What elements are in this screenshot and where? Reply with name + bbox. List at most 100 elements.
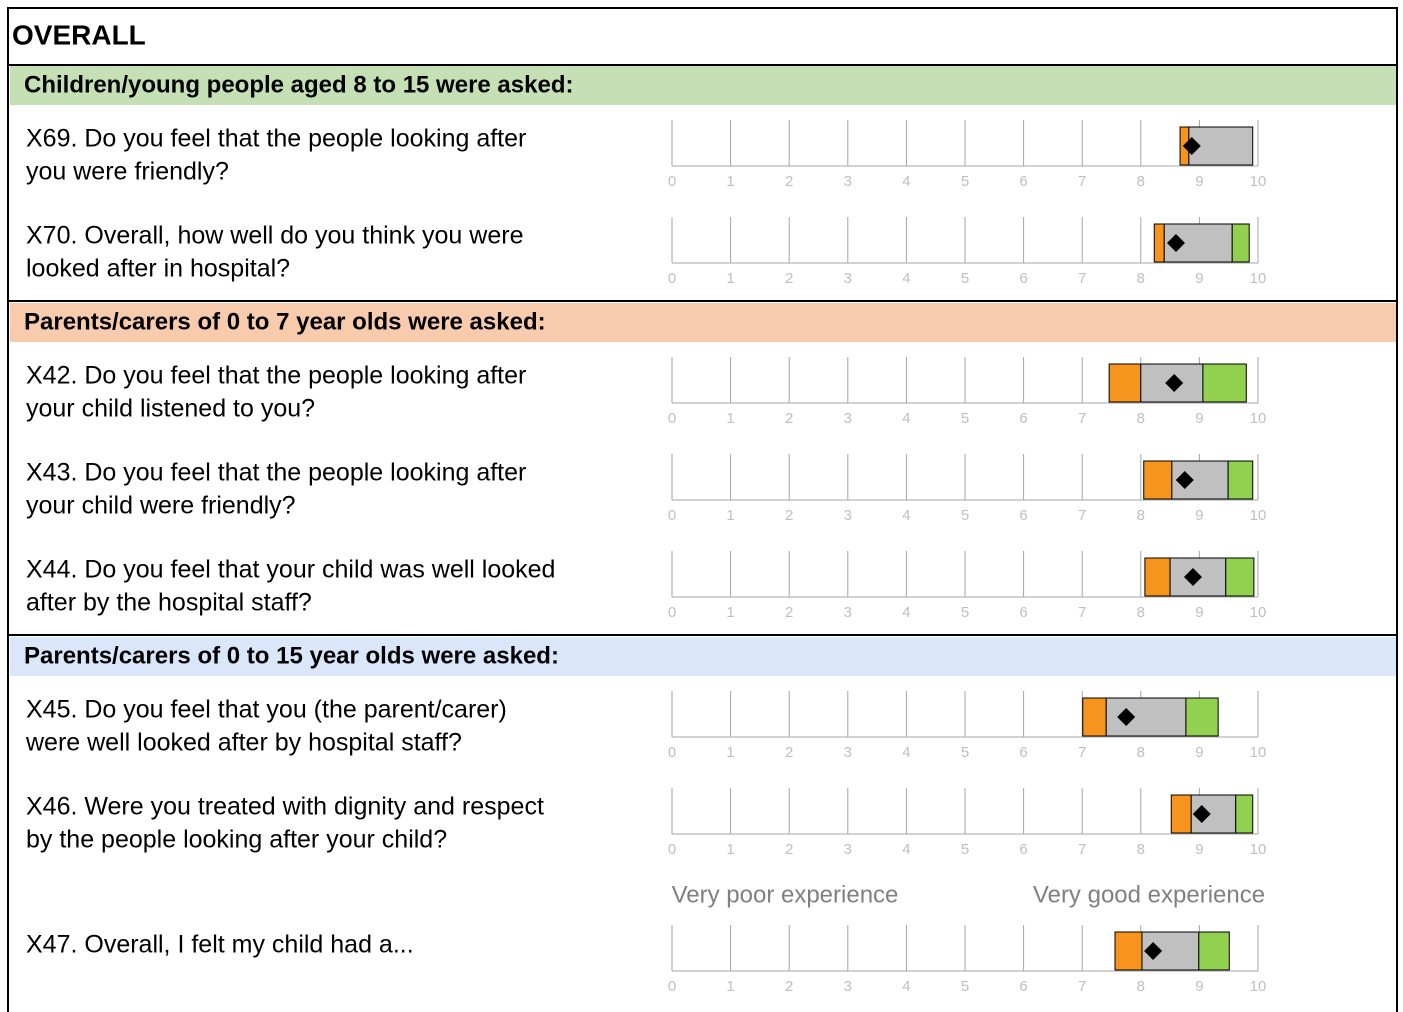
band-high [1198, 931, 1230, 971]
score-marker [1192, 805, 1211, 823]
section-header [10, 66, 1396, 105]
tick-label: 2 [785, 507, 793, 524]
tick-label: 7 [1078, 744, 1086, 761]
score-marker [1117, 708, 1136, 726]
tick-label: 6 [1019, 410, 1027, 427]
tick-label: 9 [1195, 270, 1203, 287]
tick-label: 2 [785, 744, 793, 761]
tick-label: 1 [726, 173, 734, 190]
score-marker [1183, 568, 1202, 586]
tick-label: 7 [1078, 410, 1086, 427]
band-high [1225, 557, 1255, 597]
question-text: X44. Do you feel that your child was wel… [26, 556, 555, 584]
section-heading: Parents/carers of 0 to 7 year olds were … [24, 308, 546, 335]
tick-label: 0 [668, 507, 676, 524]
tick-label: 10 [1250, 978, 1267, 995]
tick-label: 1 [726, 978, 734, 995]
tick-label: 4 [902, 507, 910, 524]
score-marker [1166, 234, 1185, 252]
tick-label: 10 [1250, 604, 1267, 621]
tick-label: 3 [844, 841, 852, 858]
tick-label: 3 [844, 744, 852, 761]
tick-label: 3 [844, 270, 852, 287]
tick-label: 3 [844, 173, 852, 190]
tick-label: 6 [1019, 841, 1027, 858]
tick-label: 5 [961, 744, 969, 761]
tick-label: 4 [902, 604, 910, 621]
tick-label: 9 [1195, 173, 1203, 190]
tick-label: 9 [1195, 978, 1203, 995]
tick-label: 4 [902, 978, 910, 995]
tick-label: 2 [785, 410, 793, 427]
tick-label: 0 [668, 270, 676, 287]
band-low [1170, 794, 1192, 834]
tick-label: 10 [1250, 270, 1267, 287]
band-mid [1190, 794, 1237, 834]
tick-label: 7 [1078, 604, 1086, 621]
tick-label: 5 [961, 978, 969, 995]
tick-label: 7 [1078, 173, 1086, 190]
tick-label: 0 [668, 173, 676, 190]
tick-label: 5 [961, 507, 969, 524]
band-high [1227, 460, 1254, 500]
tick-label: 6 [1019, 507, 1027, 524]
tick-label: 6 [1019, 604, 1027, 621]
tick-label: 2 [785, 841, 793, 858]
tick-label: 10 [1250, 507, 1267, 524]
question-text: X70. Overall, how well do you think you … [26, 222, 523, 250]
tick-label: 9 [1195, 507, 1203, 524]
tick-label: 7 [1078, 270, 1086, 287]
tick-label: 2 [785, 978, 793, 995]
tick-label: 0 [668, 410, 676, 427]
tick-label: 1 [726, 744, 734, 761]
question-text: your child listened to you? [26, 395, 315, 423]
question-text: X45. Do you feel that you (the parent/ca… [26, 696, 507, 724]
tick-label: 8 [1137, 410, 1145, 427]
band-low [1153, 223, 1165, 263]
tick-label: 5 [961, 410, 969, 427]
question-text: by the people looking after your child? [26, 826, 447, 854]
tick-label: 10 [1250, 173, 1267, 190]
tick-label: 0 [668, 978, 676, 995]
tick-label: 1 [726, 604, 734, 621]
scale-label-low: Very poor experience [672, 881, 899, 908]
page-title: OVERALL [12, 19, 146, 50]
question-text: X69. Do you feel that the people looking… [26, 125, 526, 153]
tick-label: 9 [1195, 841, 1203, 858]
tick-label: 8 [1137, 744, 1145, 761]
tick-label: 1 [726, 410, 734, 427]
tick-label: 3 [844, 507, 852, 524]
band-low [1144, 557, 1171, 597]
band-high [1185, 697, 1219, 737]
tick-label: 0 [668, 744, 676, 761]
tick-label: 10 [1250, 410, 1267, 427]
tick-label: 7 [1078, 978, 1086, 995]
band-low [1143, 460, 1173, 500]
section-header [10, 303, 1396, 342]
section-heading: Parents/carers of 0 to 15 year olds were… [24, 642, 559, 669]
tick-label: 1 [726, 507, 734, 524]
question-text: looked after in hospital? [26, 255, 290, 283]
score-marker [1175, 471, 1194, 489]
tick-label: 5 [961, 173, 969, 190]
tick-label: 6 [1019, 978, 1027, 995]
tick-label: 7 [1078, 841, 1086, 858]
tick-label: 6 [1019, 173, 1027, 190]
tick-label: 10 [1250, 744, 1267, 761]
band-high [1235, 794, 1254, 834]
tick-label: 0 [668, 841, 676, 858]
question-text: your child were friendly? [26, 492, 296, 520]
tick-label: 5 [961, 604, 969, 621]
tick-label: 8 [1137, 507, 1145, 524]
section-heading: Children/young people aged 8 to 15 were … [24, 71, 573, 98]
tick-label: 5 [961, 270, 969, 287]
band-high [1231, 223, 1250, 263]
tick-label: 2 [785, 270, 793, 287]
section-header [10, 637, 1396, 676]
tick-label: 2 [785, 173, 793, 190]
tick-label: 8 [1137, 604, 1145, 621]
question-text: were well looked after by hospital staff… [25, 729, 462, 757]
question-text: X42. Do you feel that the people looking… [26, 362, 526, 390]
tick-label: 3 [844, 978, 852, 995]
